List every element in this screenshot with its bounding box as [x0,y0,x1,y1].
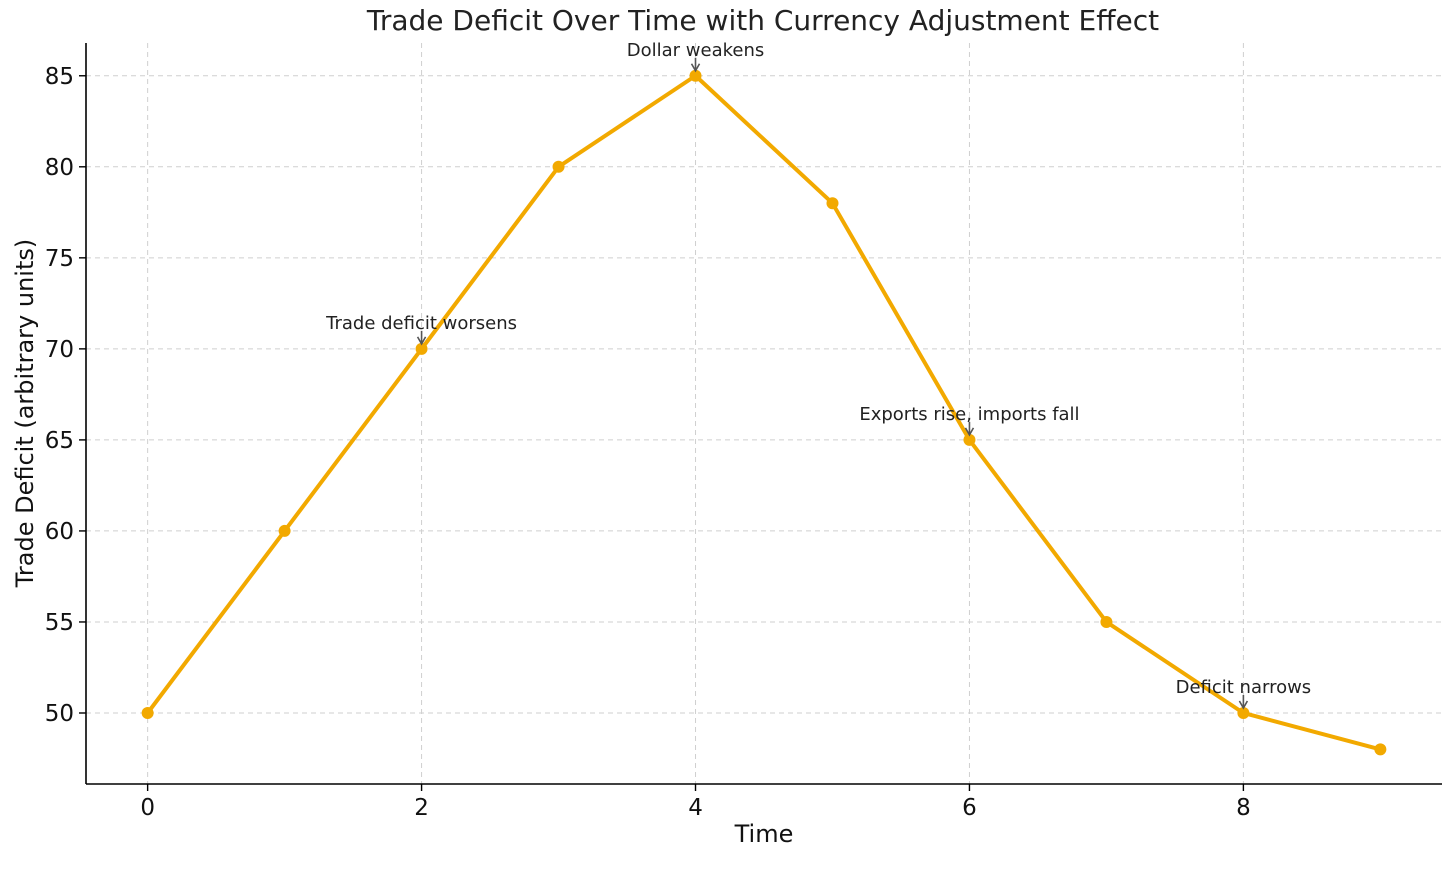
data-point [689,69,702,82]
data-point [826,197,839,210]
annotation-arrowhead [964,427,975,437]
x-tick-label: 6 [962,795,977,821]
data-point [1374,743,1387,756]
annotations: Trade deficit worsens Dollar weakens Expor… [325,40,1312,710]
data-point [963,433,976,446]
series-line [145,73,1383,752]
y-tick-label: 60 [45,519,74,545]
x-tick-label: 4 [688,795,703,821]
annotation-arrowhead [416,336,427,346]
x-tick-label: 0 [140,795,155,821]
data-point [141,706,154,719]
axes: 0 2 4 6 8 50 55 60 65 70 75 80 85 [45,43,1442,821]
chart-title: Trade Deficit Over Time with Currency Ad… [366,4,1159,37]
x-tick-label: 2 [414,795,429,821]
data-point [1237,706,1250,719]
y-tick-label: 85 [45,64,74,90]
annotation-label: Exports rise, imports fall [859,404,1079,425]
y-tick-label: 80 [45,155,74,181]
x-axis-title: Time [734,820,794,848]
x-tick-label: 8 [1236,795,1251,821]
grid-lines [86,43,1442,784]
y-tick-label: 70 [45,337,74,363]
annotation-label: Deficit narrows [1176,677,1312,698]
annotation-label: Dollar weakens [627,40,765,61]
data-point [1100,615,1113,628]
y-tick-label: 75 [45,246,74,272]
y-tick-label: 50 [45,701,74,727]
y-axis-title: Trade Deficit (arbitrary units) [11,239,39,589]
data-point [552,160,565,173]
annotation-label: Trade deficit worsens [325,313,517,334]
data-point [415,342,428,355]
annotation-arrowhead [690,63,701,73]
annotation-arrowhead [1238,700,1249,710]
data-point [278,524,291,537]
y-tick-label: 55 [45,610,74,636]
y-tick-label: 65 [45,428,74,454]
series-layer [141,69,1387,756]
